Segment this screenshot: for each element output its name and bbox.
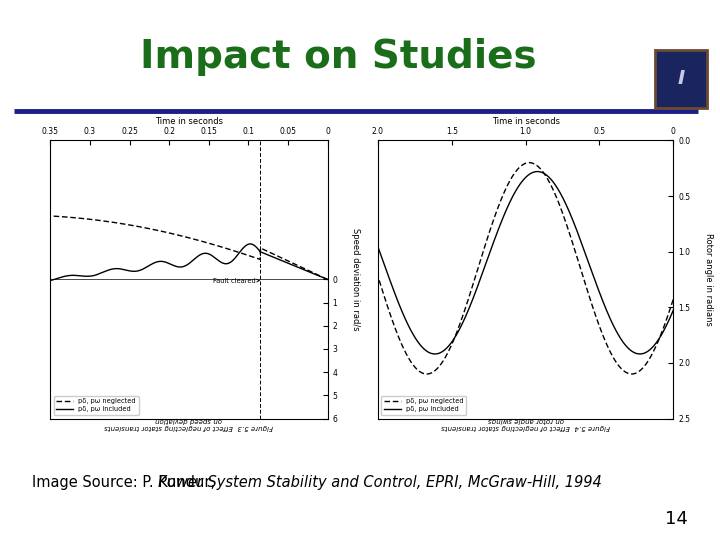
Legend: pδ, pω neglected, pδ, pω included: pδ, pω neglected, pδ, pω included [382,396,467,415]
Text: 14: 14 [665,510,688,528]
FancyBboxPatch shape [655,50,707,108]
Text: Impact on Studies: Impact on Studies [140,38,536,76]
Text: Image Source: P. Kundur,: Image Source: P. Kundur, [32,475,220,490]
Text: Power System Stability and Control, EPRI, McGraw-Hill, 1994: Power System Stability and Control, EPRI… [158,475,602,490]
X-axis label: Time in seconds: Time in seconds [492,117,559,126]
Text: Figure 5.4  Effect of neglecting stator transients
on rotor angle swings: Figure 5.4 Effect of neglecting stator t… [441,417,610,430]
Legend: pδ, pω neglected, pδ, pω included: pδ, pω neglected, pδ, pω included [54,396,139,415]
Text: Fault cleared: Fault cleared [213,278,259,284]
Y-axis label: Speed deviation in rad/s: Speed deviation in rad/s [351,228,360,331]
Text: Figure 5.3  Effect of neglecting stator transients
on speed deviation: Figure 5.3 Effect of neglecting stator t… [104,417,273,430]
Y-axis label: Rotor angle in radians: Rotor angle in radians [704,233,713,326]
X-axis label: Time in seconds: Time in seconds [155,117,223,126]
Text: I: I [678,69,685,89]
